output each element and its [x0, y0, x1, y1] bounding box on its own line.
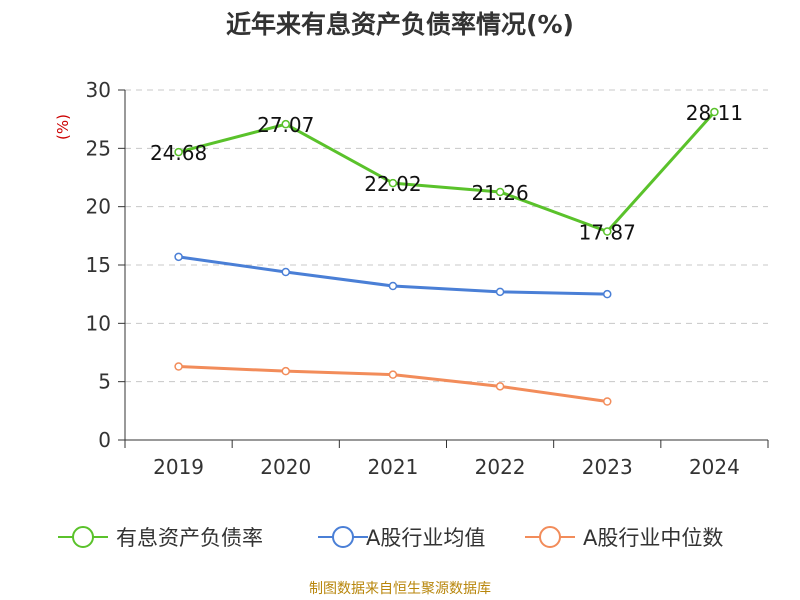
- y-axis-label: (%): [54, 114, 72, 140]
- data-point: [495, 382, 505, 391]
- series-line-0: [178, 111, 716, 234]
- legend-label: A股行业中位数: [583, 526, 723, 550]
- legend-label: 有息资产负债率: [116, 526, 263, 550]
- axes: 0 5 10 15 20 25 30 2019 2020 2021 2022 2023 2024: [86, 78, 769, 479]
- x-tick-label: 2021: [367, 455, 418, 479]
- data-point: [603, 289, 612, 299]
- data-point: [495, 187, 505, 197]
- legend-item-1: A股行业均值: [318, 526, 485, 550]
- grid-lines: [125, 89, 768, 383]
- data-label: 24.68: [150, 141, 207, 165]
- data-point: [174, 252, 183, 262]
- data-point: [710, 107, 719, 117]
- legend-label: A股行业均值: [366, 526, 485, 550]
- data-label: 27.07: [257, 113, 314, 137]
- y-tick-label: 5: [98, 370, 111, 394]
- data-point: [495, 287, 505, 297]
- data-point: [388, 370, 398, 379]
- series-layer: [174, 107, 719, 406]
- x-tick-label: 2023: [582, 455, 633, 479]
- data-point: [388, 178, 398, 188]
- data-point: [281, 267, 290, 277]
- data-point: [281, 119, 290, 129]
- x-tick-label: 2024: [689, 455, 740, 479]
- y-tick-label: 15: [86, 253, 111, 277]
- x-tick-label: 2019: [153, 455, 204, 479]
- data-point: [174, 362, 183, 371]
- data-label: 21.26: [471, 181, 528, 205]
- data-point: [603, 397, 612, 406]
- y-tick-label: 20: [86, 195, 111, 219]
- legend-swatch-marker: [332, 526, 354, 548]
- y-tick-label: 10: [86, 311, 111, 335]
- data-label: 17.87: [579, 221, 636, 245]
- data-point: [603, 227, 612, 236]
- data-label: 22.02: [364, 172, 421, 196]
- data-labels: 24.68 27.07 22.02 21.26 17.87 28.11: [150, 101, 743, 244]
- chart-title: 近年来有息资产负债率情况(%): [226, 10, 574, 39]
- legend-swatch-marker: [72, 526, 94, 548]
- x-tick-label: 2022: [475, 455, 526, 479]
- data-point: [174, 147, 183, 157]
- data-point: [281, 366, 290, 376]
- y-tick-label: 25: [86, 136, 111, 160]
- legend-item-0: 有息资产负债率: [58, 526, 263, 550]
- legend-swatch-marker: [539, 526, 561, 548]
- data-point: [388, 281, 398, 291]
- data-label: 28.11: [686, 101, 743, 125]
- x-tick-label: 2020: [260, 455, 311, 479]
- legend-item-2: A股行业中位数: [525, 526, 723, 550]
- y-tick-label: 0: [98, 428, 111, 452]
- legend: 有息资产负债率 A股行业均值 A股行业中位数: [58, 526, 723, 550]
- source-note: 制图数据来自恒生聚源数据库: [309, 581, 491, 597]
- y-tick-label: 30: [86, 78, 111, 102]
